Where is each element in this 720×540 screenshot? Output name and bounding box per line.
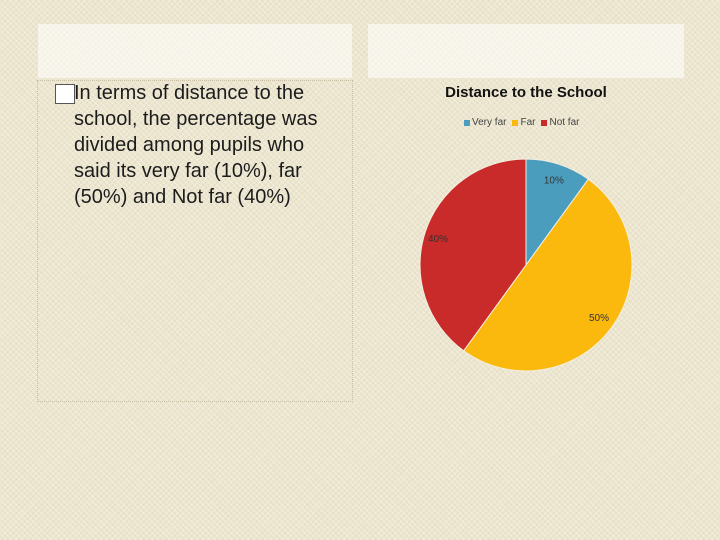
chart-title: Distance to the School — [445, 84, 607, 101]
pie-slice-far — [462, 178, 633, 372]
data-label-far: 50% — [589, 313, 609, 324]
legend-swatch-very-far — [464, 119, 470, 126]
legend-swatch-far — [512, 119, 519, 126]
legend-swatch-not-far — [541, 119, 548, 126]
pie-slice-very-far — [525, 158, 590, 267]
legend-item-far: Far — [512, 117, 535, 128]
legend-label-very-far: Very far — [472, 117, 507, 128]
legend-item-not-far: Not far — [541, 117, 579, 128]
left-title-placeholder — [38, 24, 352, 78]
legend-label-not-far: Not far — [549, 117, 580, 128]
bullet-text: In terms of distance to the school, the … — [74, 82, 318, 208]
right-title-placeholder — [368, 24, 684, 78]
data-label-very-far: 10% — [544, 175, 564, 186]
legend-item-very-far: Very far — [464, 117, 506, 128]
chart-legend: Very far Far Not far — [464, 117, 579, 128]
legend-label-far: Far — [520, 117, 536, 128]
data-label-not-far: 40% — [428, 234, 448, 245]
checkbox-bullet-icon — [55, 84, 75, 104]
text-content-panel — [37, 80, 353, 402]
pie-slice-not-far — [419, 158, 527, 352]
